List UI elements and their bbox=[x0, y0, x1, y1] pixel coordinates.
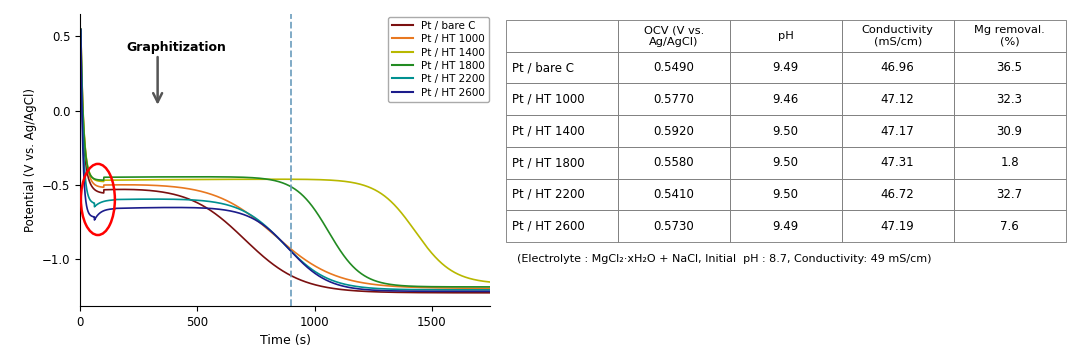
Pt / bare C bbox=[246, 245, 259, 249]
Pt / HT 2200 bbox=[74, 27, 87, 31]
Legend: Pt / bare C, Pt / HT 1000, Pt / HT 1400, Pt / HT 1800, Pt / HT 2200, Pt / HT 260: Pt / bare C, Pt / HT 1000, Pt / HT 1400,… bbox=[388, 16, 489, 102]
Pt / bare C bbox=[484, 290, 497, 295]
Pt / HT 2200 bbox=[250, 216, 262, 220]
Pt / HT 2200 bbox=[484, 288, 497, 292]
Pt / HT 2200 bbox=[269, 233, 282, 237]
Y-axis label: Potential (V vs. Ag/AgCl): Potential (V vs. Ag/AgCl) bbox=[24, 88, 36, 232]
Pt / HT 1400 bbox=[484, 280, 497, 284]
Pt / bare C bbox=[451, 290, 464, 295]
Pt / bare C bbox=[269, 264, 282, 268]
Pt / HT 1000 bbox=[484, 286, 497, 290]
Pt / bare C bbox=[74, 27, 87, 31]
Pt / HT 1000 bbox=[372, 283, 384, 287]
Pt / HT 1800 bbox=[451, 285, 464, 289]
Line: Pt / HT 1000: Pt / HT 1000 bbox=[80, 29, 491, 288]
Pt / HT 2600 bbox=[250, 218, 262, 222]
Pt / HT 1800 bbox=[250, 176, 262, 180]
Pt / HT 1800 bbox=[372, 279, 384, 284]
Pt / HT 2600 bbox=[372, 288, 384, 293]
Pt / HT 1000 bbox=[250, 217, 262, 221]
Pt / HT 2200 bbox=[246, 214, 259, 218]
Line: Pt / HT 1800: Pt / HT 1800 bbox=[80, 29, 491, 287]
Pt / HT 1000 bbox=[471, 286, 484, 290]
Pt / HT 2600 bbox=[74, 27, 87, 31]
Pt / HT 2600 bbox=[451, 289, 464, 293]
Pt / HT 1800 bbox=[74, 27, 87, 31]
Pt / HT 1400 bbox=[471, 278, 484, 282]
Pt / HT 2600 bbox=[471, 289, 484, 293]
Pt / HT 2200 bbox=[372, 286, 384, 290]
Pt / HT 2200 bbox=[451, 288, 464, 292]
Pt / HT 1400 bbox=[74, 27, 87, 31]
Pt / HT 1800 bbox=[471, 285, 484, 289]
Pt / HT 1400 bbox=[246, 177, 259, 182]
Pt / HT 2600 bbox=[484, 289, 497, 293]
Pt / HT 1800 bbox=[484, 285, 497, 289]
Pt / HT 1800 bbox=[246, 176, 259, 180]
Pt / HT 1400 bbox=[372, 189, 384, 194]
Line: Pt / HT 2600: Pt / HT 2600 bbox=[80, 29, 491, 291]
Pt / HT 1400 bbox=[269, 177, 282, 181]
Pt / bare C bbox=[372, 290, 384, 294]
Text: Graphitization: Graphitization bbox=[126, 41, 226, 54]
X-axis label: Time (s): Time (s) bbox=[260, 334, 311, 347]
Pt / HT 1000 bbox=[74, 27, 87, 31]
Pt / bare C bbox=[471, 290, 484, 295]
Pt / HT 1800 bbox=[269, 179, 282, 183]
Line: Pt / HT 1400: Pt / HT 1400 bbox=[80, 29, 491, 282]
Pt / HT 2600 bbox=[269, 233, 282, 237]
Line: Pt / bare C: Pt / bare C bbox=[80, 29, 491, 293]
Pt / HT 1400 bbox=[451, 272, 464, 276]
Pt / HT 1000 bbox=[246, 215, 259, 219]
Text: (Electrolyte : MgCl₂·xH₂O + NaCl, Initial  pH : 8.7, Conductivity: 49 mS/cm): (Electrolyte : MgCl₂·xH₂O + NaCl, Initia… bbox=[517, 253, 932, 263]
Pt / HT 1000 bbox=[269, 234, 282, 238]
Pt / HT 1400 bbox=[250, 177, 262, 182]
Pt / HT 1000 bbox=[451, 286, 464, 290]
Pt / HT 2200 bbox=[471, 288, 484, 292]
Pt / HT 2600 bbox=[246, 216, 259, 220]
Line: Pt / HT 2200: Pt / HT 2200 bbox=[80, 29, 491, 290]
Pt / bare C bbox=[250, 248, 262, 252]
